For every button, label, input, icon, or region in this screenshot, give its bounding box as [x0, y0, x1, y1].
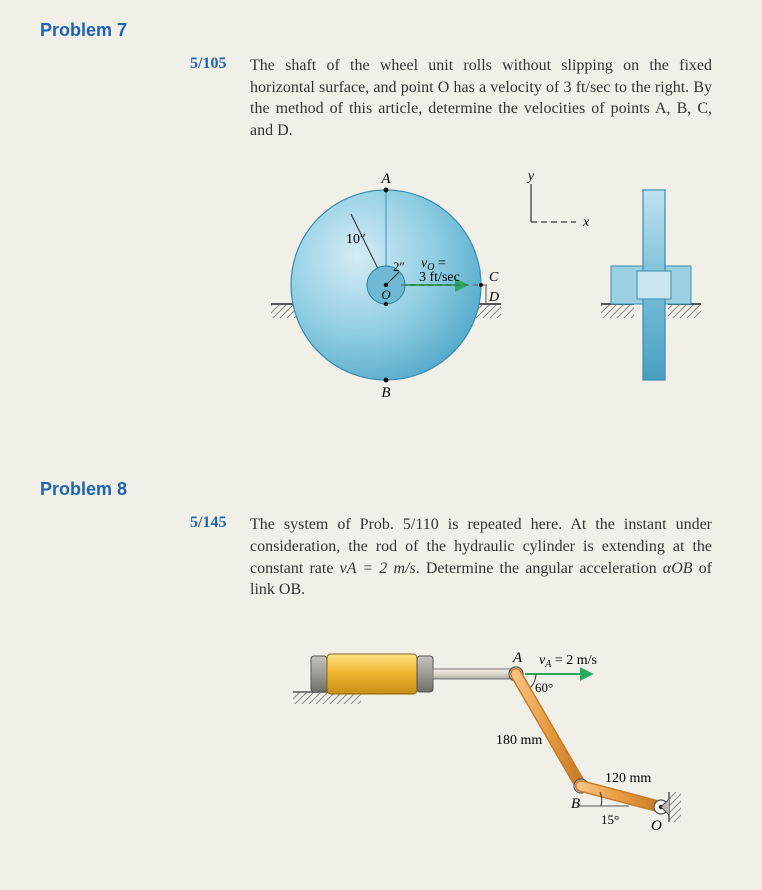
problem7-heading: Problem 7 — [40, 20, 722, 41]
label-O8: O — [651, 818, 662, 834]
label-60: 60° — [535, 680, 553, 695]
label-B: B — [381, 385, 390, 401]
label-vo-val: 3 ft/sec — [419, 270, 460, 285]
va-expr: vA = 2 m/s — [340, 560, 416, 577]
label-10in: 10″ — [346, 232, 366, 247]
label-O: O — [381, 287, 391, 302]
axis-y: y — [526, 169, 535, 184]
problem8-text: The system of Prob. 5/110 is repeated he… — [250, 514, 712, 600]
problem8-heading: Problem 8 — [40, 479, 722, 500]
label-D: D — [488, 290, 499, 305]
label-A8: A — [512, 650, 523, 666]
label-2in: 2″ — [393, 259, 405, 274]
label-15: 15° — [601, 812, 619, 827]
problem8-figure: A vA = 2 m/s 60° 180 mm — [250, 619, 712, 849]
problem7-figure: A B 10″ 2″ O vO = 3 — [250, 159, 712, 409]
label-C: C — [489, 270, 499, 285]
problem8-number: 5/145 — [190, 514, 245, 532]
axis-x: x — [582, 215, 590, 230]
problem7-text: The shaft of the wheel unit rolls withou… — [250, 55, 712, 141]
alpha-expr: αOB — [663, 560, 693, 577]
label-A: A — [380, 171, 391, 187]
label-180: 180 mm — [496, 733, 542, 748]
label-vA: vA = 2 m/s — [539, 653, 597, 670]
label-B8: B — [571, 796, 580, 812]
problem7-number: 5/105 — [190, 55, 245, 73]
label-120: 120 mm — [605, 771, 651, 786]
